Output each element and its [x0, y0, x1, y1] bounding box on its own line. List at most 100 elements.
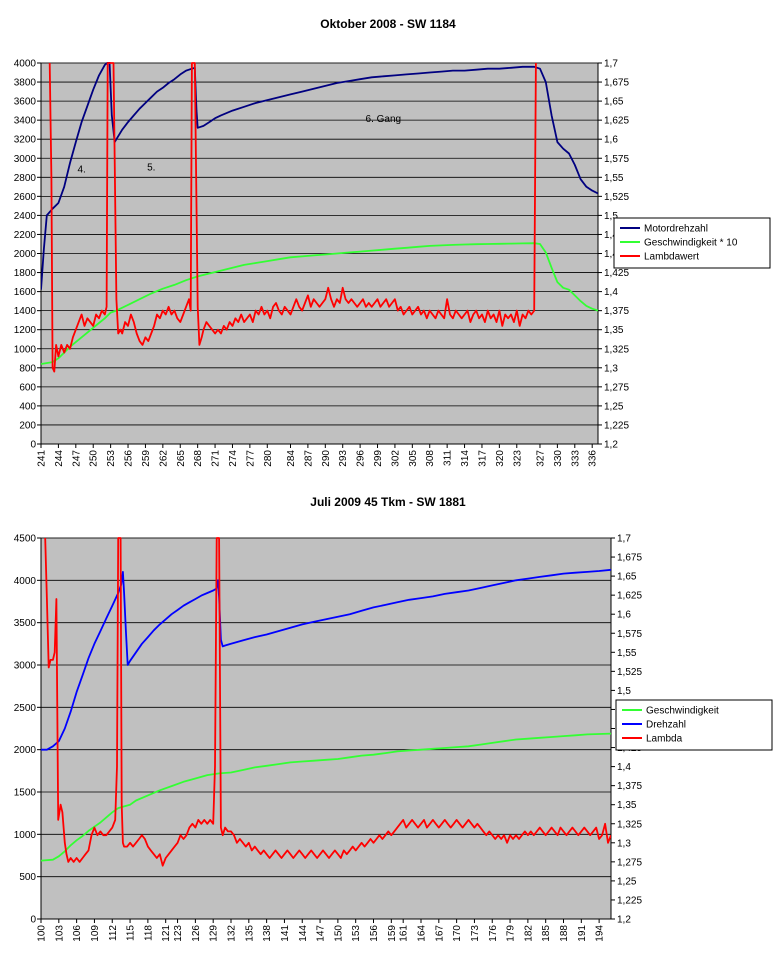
y2-tick-label: 1,375: [617, 781, 642, 792]
y2-tick-label: 1,5: [617, 686, 631, 697]
y-tick-label: 1200: [14, 325, 37, 336]
x-tick-label: 135: [244, 925, 255, 942]
x-tick-label: 132: [227, 925, 238, 942]
y2-tick-label: 1,7: [617, 534, 631, 545]
x-tick-label: 159: [387, 925, 398, 942]
y-tick-label: 4500: [14, 534, 37, 545]
y2-tick-label: 1,275: [604, 382, 629, 393]
y-tick-label: 1000: [14, 344, 37, 355]
series-line-lambdawert: [48, 62, 537, 373]
annotation-label: 5.: [147, 163, 155, 174]
y-tick-label: 1600: [14, 287, 37, 298]
y2-tick-label: 1,7: [604, 59, 618, 70]
y-tick-label: 3000: [14, 661, 37, 672]
y-tick-label: 3000: [14, 154, 37, 165]
y-tick-label: 2200: [14, 230, 37, 241]
x-tick-label: 176: [488, 925, 499, 942]
y-tick-label: 600: [19, 382, 36, 393]
legend-label: Geschwindigkeit: [646, 706, 719, 717]
x-tick-label: 320: [495, 450, 506, 467]
chart-title: Oktober 2008 - SW 1184: [320, 17, 456, 31]
x-tick-label: 259: [141, 450, 152, 467]
x-tick-label: 156: [369, 925, 380, 942]
x-tick-label: 191: [577, 925, 588, 942]
y-tick-label: 4000: [14, 576, 37, 587]
y-tick-label: 3800: [14, 78, 37, 89]
legend-label: Motordrehzahl: [644, 224, 708, 235]
x-tick-label: 280: [263, 450, 274, 467]
x-tick-label: 290: [321, 450, 332, 467]
x-tick-label: 308: [425, 450, 436, 467]
x-tick-label: 330: [553, 450, 564, 467]
x-tick-label: 274: [228, 450, 239, 467]
y2-tick-label: 1,4: [617, 762, 631, 773]
x-tick-label: 173: [470, 925, 481, 942]
y-tick-label: 3200: [14, 135, 37, 146]
y2-tick-label: 1,525: [604, 192, 629, 203]
y-tick-label: 800: [19, 363, 36, 374]
legend: Geschwindigkeit Drehzahl Lambda: [615, 699, 773, 751]
y2-tick-label: 1,2: [617, 915, 631, 926]
legend-label: Geschwindigkeit * 10: [644, 238, 738, 249]
x-tick-label: 126: [191, 925, 202, 942]
y2-tick-label: 1,525: [617, 667, 642, 678]
y2-tick-label: 1,6: [604, 135, 618, 146]
y2-tick-label: 1,675: [617, 553, 642, 564]
y2-tick-label: 1,3: [604, 363, 618, 374]
x-tick-label: 144: [298, 925, 309, 942]
y-tick-label: 0: [30, 440, 36, 451]
y2-tick-label: 1,425: [604, 268, 629, 279]
series-line-motordrehzahl: [41, 62, 598, 290]
y-tick-label: 0: [30, 915, 36, 926]
y2-tick-label: 1,65: [617, 572, 637, 583]
y-tick-label: 2000: [14, 745, 37, 756]
y2-tick-label: 1,3: [617, 838, 631, 849]
y-tick-label: 400: [19, 401, 36, 412]
x-tick-label: 250: [89, 450, 100, 467]
y-tick-label: 3600: [14, 97, 37, 108]
x-tick-label: 305: [408, 450, 419, 467]
x-tick-label: 153: [351, 925, 362, 942]
y-tick-label: 3500: [14, 618, 37, 629]
x-tick-label: 179: [506, 925, 517, 942]
y-tick-label: 2600: [14, 192, 37, 203]
x-tick-label: 314: [460, 450, 471, 467]
y2-tick-label: 1,65: [604, 97, 624, 108]
x-tick-label: 271: [211, 450, 222, 467]
x-tick-label: 167: [434, 925, 445, 942]
x-tick-label: 277: [245, 450, 256, 467]
y2-tick-label: 1,6: [617, 610, 631, 621]
x-tick-label: 106: [72, 925, 83, 942]
x-tick-label: 299: [373, 450, 384, 467]
y2-tick-label: 1,325: [617, 819, 642, 830]
x-tick-label: 100: [37, 925, 48, 942]
y-tick-label: 1000: [14, 830, 37, 841]
y2-tick-label: 1,4: [604, 287, 618, 298]
x-tick-label: 247: [71, 450, 82, 467]
x-tick-label: 293: [338, 450, 349, 467]
plot-area: [40, 537, 612, 920]
x-tick-label: 256: [124, 450, 135, 467]
y2-tick-label: 1,675: [604, 78, 629, 89]
x-tick-label: 302: [390, 450, 401, 467]
series-line-geschwindigkeit: [41, 732, 611, 862]
y-tick-label: 1400: [14, 306, 37, 317]
chart-title: Juli 2009 45 Tkm - SW 1881: [310, 495, 466, 509]
y2-tick-label: 1,25: [617, 876, 637, 887]
x-tick-label: 182: [523, 925, 534, 942]
x-tick-label: 296: [356, 450, 367, 467]
x-tick-label: 244: [54, 450, 65, 467]
x-tick-label: 333: [570, 450, 581, 467]
x-tick-label: 121: [161, 925, 172, 942]
y-tick-label: 4000: [14, 59, 37, 70]
x-tick-label: 118: [143, 925, 154, 941]
x-tick-label: 194: [595, 925, 606, 942]
x-tick-label: 129: [209, 925, 220, 942]
y-tick-label: 2400: [14, 211, 37, 222]
y2-tick-label: 1,55: [617, 648, 637, 659]
annotation-label: 6. Gang: [366, 114, 402, 125]
y2-tick-label: 1,225: [604, 420, 629, 431]
x-tick-label: 150: [333, 925, 344, 942]
y-tick-label: 1800: [14, 268, 37, 279]
